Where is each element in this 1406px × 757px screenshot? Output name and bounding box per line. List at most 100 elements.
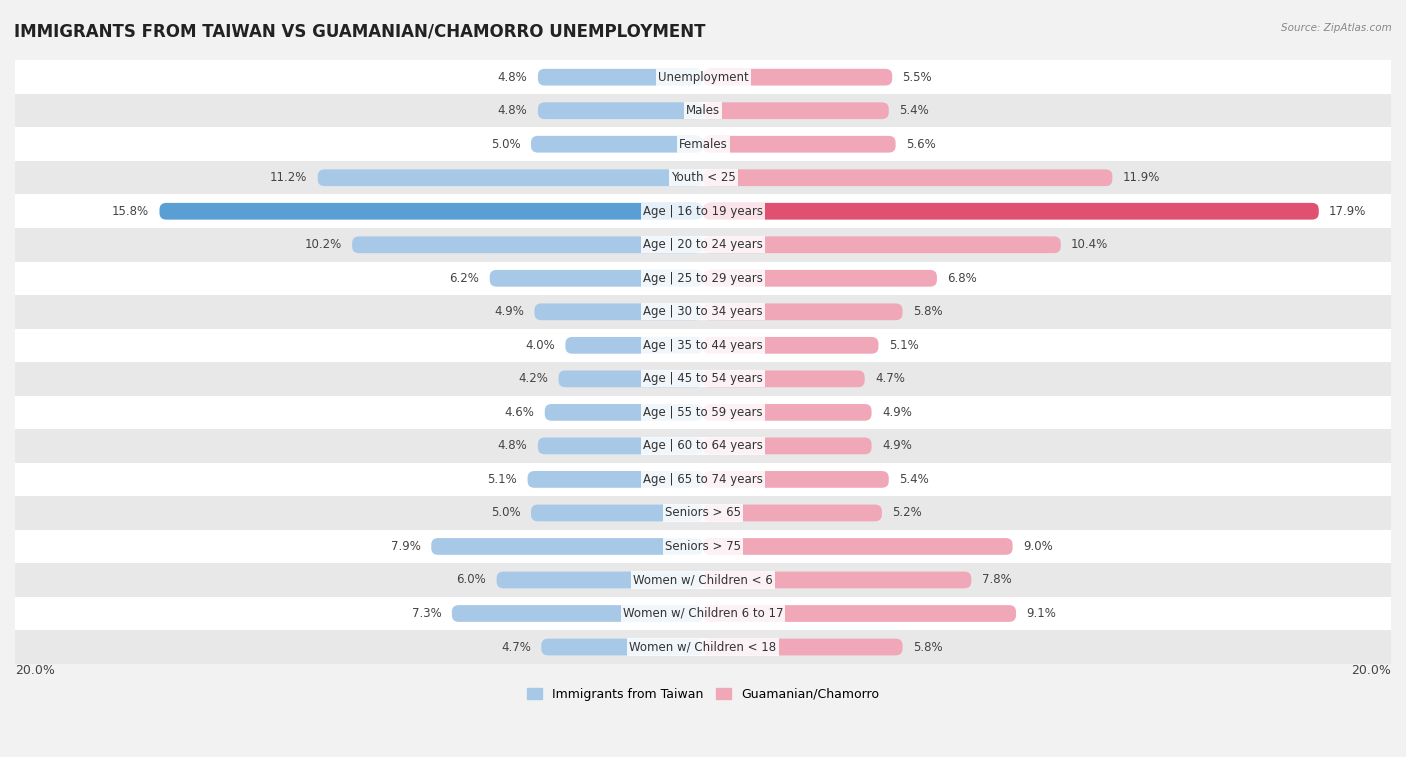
Text: 17.9%: 17.9%	[1329, 204, 1367, 218]
Bar	[15, 161, 1391, 195]
Text: 4.6%: 4.6%	[505, 406, 534, 419]
Text: 9.0%: 9.0%	[1024, 540, 1053, 553]
Text: Age | 55 to 59 years: Age | 55 to 59 years	[643, 406, 763, 419]
FancyBboxPatch shape	[318, 170, 703, 186]
FancyBboxPatch shape	[703, 404, 872, 421]
FancyBboxPatch shape	[527, 471, 703, 488]
FancyBboxPatch shape	[496, 572, 703, 588]
Bar	[15, 261, 1391, 295]
FancyBboxPatch shape	[703, 370, 865, 388]
Bar	[15, 94, 1391, 127]
FancyBboxPatch shape	[703, 572, 972, 588]
FancyBboxPatch shape	[703, 438, 872, 454]
Text: 4.7%: 4.7%	[875, 372, 905, 385]
Text: Males: Males	[686, 104, 720, 117]
FancyBboxPatch shape	[703, 236, 1060, 253]
Text: Unemployment: Unemployment	[658, 70, 748, 84]
Bar	[15, 530, 1391, 563]
Text: 5.2%: 5.2%	[893, 506, 922, 519]
FancyBboxPatch shape	[703, 337, 879, 354]
Text: Age | 60 to 64 years: Age | 60 to 64 years	[643, 439, 763, 453]
Text: 4.8%: 4.8%	[498, 104, 527, 117]
Text: 5.6%: 5.6%	[905, 138, 936, 151]
Text: 4.9%: 4.9%	[882, 406, 911, 419]
Text: 5.4%: 5.4%	[898, 473, 929, 486]
FancyBboxPatch shape	[534, 304, 703, 320]
FancyBboxPatch shape	[531, 505, 703, 522]
FancyBboxPatch shape	[703, 170, 1112, 186]
Text: Women w/ Children < 6: Women w/ Children < 6	[633, 574, 773, 587]
FancyBboxPatch shape	[703, 69, 893, 86]
FancyBboxPatch shape	[538, 102, 703, 119]
Text: 20.0%: 20.0%	[15, 664, 55, 677]
FancyBboxPatch shape	[544, 404, 703, 421]
FancyBboxPatch shape	[703, 270, 936, 287]
Bar	[15, 597, 1391, 631]
Text: Age | 30 to 34 years: Age | 30 to 34 years	[643, 305, 763, 318]
Text: 6.8%: 6.8%	[948, 272, 977, 285]
Text: 4.9%: 4.9%	[882, 439, 911, 453]
Text: 15.8%: 15.8%	[112, 204, 149, 218]
FancyBboxPatch shape	[703, 605, 1017, 621]
Text: 9.1%: 9.1%	[1026, 607, 1056, 620]
FancyBboxPatch shape	[538, 69, 703, 86]
FancyBboxPatch shape	[489, 270, 703, 287]
FancyBboxPatch shape	[703, 203, 1319, 220]
Bar	[15, 429, 1391, 463]
Text: IMMIGRANTS FROM TAIWAN VS GUAMANIAN/CHAMORRO UNEMPLOYMENT: IMMIGRANTS FROM TAIWAN VS GUAMANIAN/CHAM…	[14, 23, 706, 41]
Bar	[15, 463, 1391, 496]
Text: 7.3%: 7.3%	[412, 607, 441, 620]
Text: Seniors > 75: Seniors > 75	[665, 540, 741, 553]
Text: 4.9%: 4.9%	[495, 305, 524, 318]
Bar	[15, 295, 1391, 329]
Text: 5.0%: 5.0%	[491, 506, 520, 519]
Bar	[15, 362, 1391, 396]
Text: 6.2%: 6.2%	[450, 272, 479, 285]
FancyBboxPatch shape	[451, 605, 703, 621]
Text: Females: Females	[679, 138, 727, 151]
Text: 4.2%: 4.2%	[519, 372, 548, 385]
FancyBboxPatch shape	[541, 639, 703, 656]
Text: Women w/ Children 6 to 17: Women w/ Children 6 to 17	[623, 607, 783, 620]
Bar	[15, 396, 1391, 429]
Text: 20.0%: 20.0%	[1351, 664, 1391, 677]
Text: 7.9%: 7.9%	[391, 540, 420, 553]
Text: 5.5%: 5.5%	[903, 70, 932, 84]
Text: 11.9%: 11.9%	[1122, 171, 1160, 184]
Text: Age | 35 to 44 years: Age | 35 to 44 years	[643, 339, 763, 352]
FancyBboxPatch shape	[558, 370, 703, 388]
Text: 4.7%: 4.7%	[501, 640, 531, 653]
Text: 7.8%: 7.8%	[981, 574, 1011, 587]
FancyBboxPatch shape	[703, 102, 889, 119]
FancyBboxPatch shape	[703, 639, 903, 656]
FancyBboxPatch shape	[538, 438, 703, 454]
Text: Age | 16 to 19 years: Age | 16 to 19 years	[643, 204, 763, 218]
FancyBboxPatch shape	[703, 538, 1012, 555]
Text: 11.2%: 11.2%	[270, 171, 308, 184]
FancyBboxPatch shape	[703, 304, 903, 320]
Text: 10.2%: 10.2%	[305, 238, 342, 251]
Bar	[15, 563, 1391, 597]
Text: 5.8%: 5.8%	[912, 640, 942, 653]
Bar	[15, 228, 1391, 261]
Bar	[15, 496, 1391, 530]
Text: 4.8%: 4.8%	[498, 439, 527, 453]
FancyBboxPatch shape	[703, 471, 889, 488]
FancyBboxPatch shape	[531, 136, 703, 153]
Text: 5.0%: 5.0%	[491, 138, 520, 151]
FancyBboxPatch shape	[159, 203, 703, 220]
Bar	[15, 631, 1391, 664]
Text: 5.1%: 5.1%	[889, 339, 918, 352]
Text: Age | 25 to 29 years: Age | 25 to 29 years	[643, 272, 763, 285]
FancyBboxPatch shape	[432, 538, 703, 555]
Text: Women w/ Children < 18: Women w/ Children < 18	[630, 640, 776, 653]
FancyBboxPatch shape	[352, 236, 703, 253]
FancyBboxPatch shape	[703, 136, 896, 153]
Bar	[15, 329, 1391, 362]
Text: 5.1%: 5.1%	[488, 473, 517, 486]
Bar	[15, 195, 1391, 228]
Bar	[15, 61, 1391, 94]
Text: 6.0%: 6.0%	[457, 574, 486, 587]
Bar	[15, 127, 1391, 161]
Text: 4.0%: 4.0%	[526, 339, 555, 352]
